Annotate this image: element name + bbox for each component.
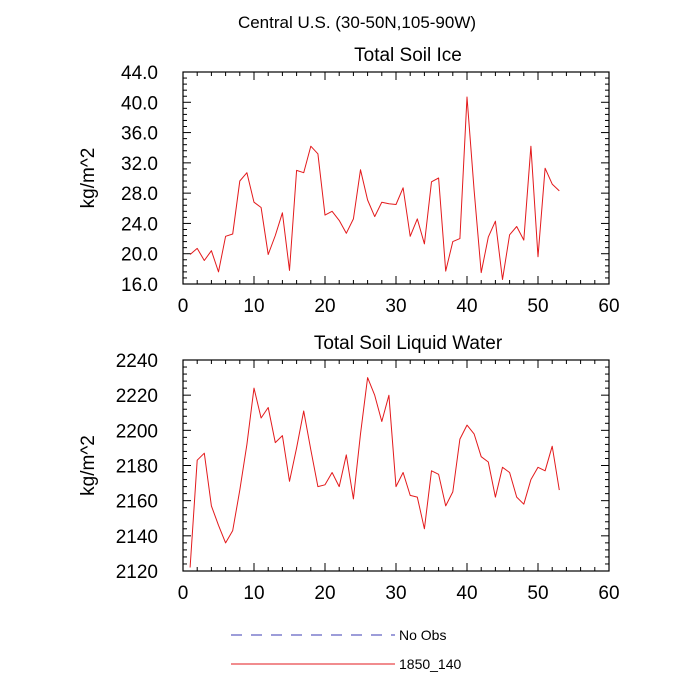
y-tick-label: 16.0 (121, 275, 158, 296)
x-tick-label: 0 (178, 296, 189, 317)
x-tick-label: 50 (527, 296, 548, 317)
y-tick-label: 2160 (116, 492, 158, 513)
y-tick-label: 20.0 (121, 245, 158, 266)
y-tick-label: 2140 (116, 527, 158, 548)
series-line (189, 377, 560, 568)
x-tick-label: 60 (598, 296, 619, 317)
x-tick-label: 20 (314, 583, 335, 604)
y-axis-label: kg/m^2 (78, 148, 99, 209)
legend-label: 1850_140 (399, 656, 462, 672)
y-tick-label: 44.0 (121, 63, 158, 84)
series-line (189, 96, 560, 280)
legend-label: No Obs (399, 627, 446, 643)
x-tick-label: 60 (598, 583, 619, 604)
x-tick-label: 20 (314, 296, 335, 317)
x-tick-label: 30 (385, 583, 406, 604)
figure-title: Central U.S. (30-50N,105-90W) (238, 13, 476, 32)
y-axis-label: kg/m^2 (78, 435, 99, 496)
legend: No Obs 1850_140 (231, 627, 462, 672)
x-tick-label: 10 (243, 583, 264, 604)
y-tick-label: 2220 (116, 386, 158, 407)
y-tick-label: 36.0 (121, 124, 158, 145)
x-tick-label: 10 (243, 296, 264, 317)
y-tick-label: 24.0 (121, 214, 158, 235)
plot-frame (182, 71, 610, 285)
y-tick-label: 32.0 (121, 154, 158, 175)
panel-total-soil-liquid-water: Total Soil Liquid Water kg/m^2 0 10 20 30 40 50… (78, 333, 620, 604)
y-tick-label: 2120 (116, 562, 158, 583)
panel-title: Total Soil Liquid Water (314, 333, 503, 354)
x-tick-label: 40 (456, 296, 477, 317)
x-tick-label: 50 (527, 583, 548, 604)
x-tick-label: 40 (456, 583, 477, 604)
y-tick-label: 28.0 (121, 184, 158, 205)
y-tick-label: 40.0 (121, 93, 158, 114)
x-tick-label: 30 (385, 296, 406, 317)
x-tick-label: 0 (178, 583, 189, 604)
y-tick-label: 2200 (116, 421, 158, 442)
panel-title: Total Soil Ice (354, 45, 462, 66)
plot-frame (182, 359, 610, 572)
y-tick-label: 2180 (116, 457, 158, 478)
y-tick-label: 2240 (116, 351, 158, 372)
panel-total-soil-ice: Total Soil Ice kg/m^2 0 10 20 30 40 50 60 16.0 20.… (78, 45, 620, 317)
